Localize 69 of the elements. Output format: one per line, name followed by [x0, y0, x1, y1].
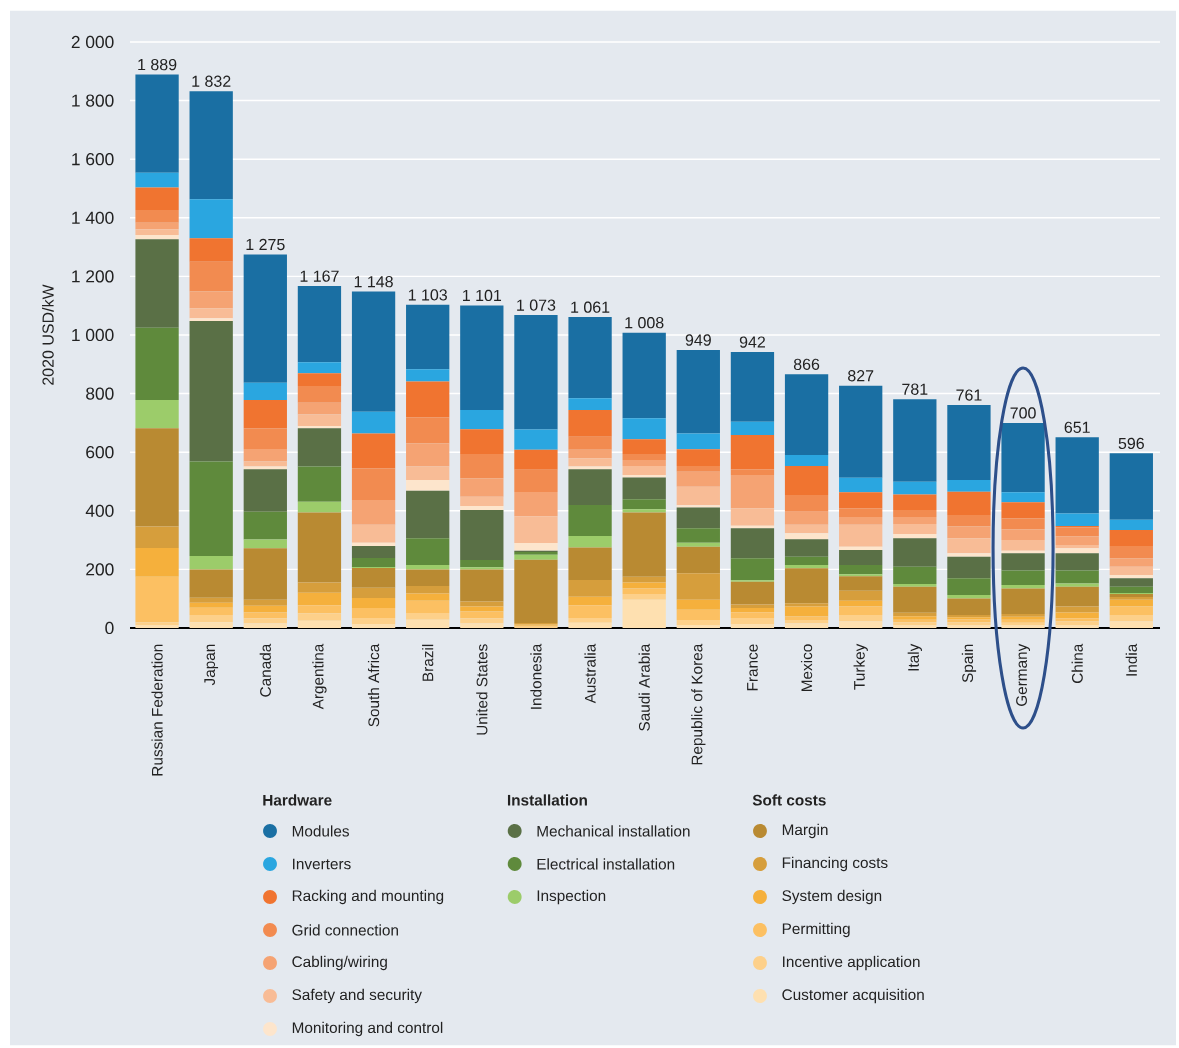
- x-tick-label: South Africa: [367, 643, 380, 727]
- x-tick-label: Indonesia: [530, 643, 542, 709]
- legend-label: Cabling/wiring: [292, 955, 387, 971]
- y-tick-label: 1 800: [72, 94, 114, 107]
- x-tick-label: Mexico: [800, 644, 813, 692]
- total-label: 942: [739, 336, 765, 348]
- x-tick-label: France: [747, 644, 758, 691]
- legend-label: Mechanical installation: [537, 825, 690, 837]
- legend-label: System design: [782, 889, 882, 905]
- total-label: 1 073: [517, 299, 556, 311]
- legend-label: Safety and security: [292, 988, 422, 1004]
- x-tick-label: Brazil: [422, 644, 434, 681]
- x-tick-label: Canada: [259, 643, 271, 697]
- total-label: 1 148: [354, 276, 393, 288]
- legend-label: Inverters: [293, 858, 351, 870]
- y-tick-label: 2 000: [71, 35, 114, 49]
- y-tick-label: 600: [86, 446, 114, 459]
- x-tick-label: Japan: [204, 644, 219, 686]
- total-label: 1 103: [408, 289, 447, 301]
- total-label: 1 167: [300, 270, 339, 282]
- total-label: 949: [685, 334, 711, 346]
- x-tick-label: Russian Federation: [151, 644, 163, 776]
- total-label: 596: [1118, 437, 1144, 450]
- total-label: 781: [902, 383, 928, 395]
- x-tick-label: Republic of Korea: [691, 643, 706, 765]
- legend-label: Electrical installation: [537, 858, 675, 870]
- total-label: 1 101: [463, 289, 502, 302]
- y-tick-label: 0: [105, 621, 114, 635]
- x-tick-label: Turkey: [853, 643, 868, 690]
- legend-label: Inspection: [537, 889, 606, 905]
- total-label: 1 061: [571, 301, 610, 313]
- total-label: 700: [1010, 407, 1036, 419]
- y-tick-label: 200: [86, 563, 114, 576]
- total-label: 1 275: [246, 238, 285, 251]
- x-tick-label: Germany: [1016, 643, 1031, 706]
- x-tick-label: Australia: [584, 643, 596, 704]
- legend-label: Financing costs: [782, 856, 888, 872]
- legend-label: Incentive application: [783, 955, 920, 971]
- x-tick-label: Argentina: [312, 643, 327, 710]
- total-label: 651: [1064, 421, 1090, 433]
- text: Hardware: [263, 794, 332, 806]
- text: Soft costs: [752, 794, 826, 806]
- legend-label: Permitting: [782, 922, 850, 938]
- text: Installation: [507, 794, 587, 806]
- y-tick-label: 1 000: [72, 328, 114, 342]
- total-label: 1 832: [192, 75, 231, 87]
- x-tick-label: Spain: [961, 644, 977, 683]
- legend-label: Margin: [782, 823, 828, 839]
- total-label: 1 889: [138, 58, 177, 71]
- legend-label: Customer acquisition: [782, 988, 924, 1004]
- total-label: 827: [848, 370, 874, 382]
- total-label: 866: [793, 358, 820, 370]
- legend-label: Modules: [292, 825, 349, 837]
- y-tick-label: 400: [85, 504, 114, 517]
- x-tick-label: United States: [476, 644, 488, 735]
- legend-label: Racking and mounting: [292, 889, 444, 905]
- y-axis-title: 2020 USD/kW: [42, 284, 54, 385]
- total-label: 761: [956, 389, 982, 401]
- x-tick-label: India: [1125, 643, 1137, 676]
- legend-label: Monitoring and control: [292, 1021, 443, 1037]
- y-tick-label: 1 400: [72, 211, 114, 224]
- total-label: 1 008: [625, 317, 664, 329]
- y-tick-label: 800: [86, 387, 114, 400]
- x-tick-label: China: [1071, 643, 1083, 684]
- legend-label: Grid connection: [292, 924, 398, 936]
- x-tick-label: Saudi Arabia: [638, 643, 650, 731]
- x-tick-label: Italy: [907, 643, 922, 671]
- y-tick-label: 1 200: [72, 270, 114, 283]
- y-tick-label: 1 600: [72, 153, 114, 166]
